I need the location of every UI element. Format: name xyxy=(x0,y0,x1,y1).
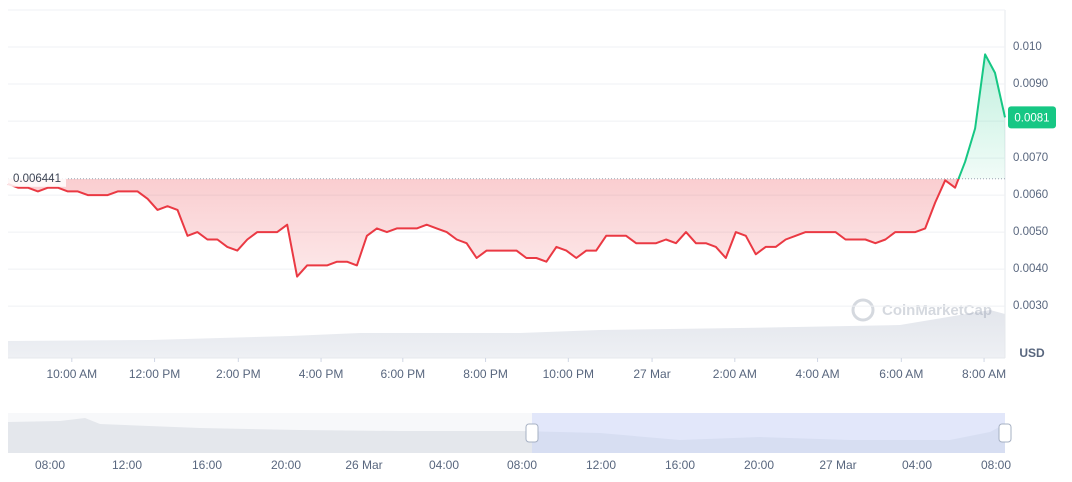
navigator-label: 27 Mar xyxy=(819,458,856,472)
navigator-handle[interactable] xyxy=(998,423,1012,443)
navigator-handle[interactable] xyxy=(525,423,539,443)
navigator-label: 16:00 xyxy=(665,458,695,472)
x-tick-label: 12:00 PM xyxy=(129,367,180,381)
navigator-label: 04:00 xyxy=(429,458,459,472)
navigator-label: 12:00 xyxy=(112,458,142,472)
navigator-area xyxy=(8,418,1005,453)
watermark: CoinMarketCap xyxy=(851,298,992,322)
navigator-label: 04:00 xyxy=(902,458,932,472)
y-tick-label: 0.0050 xyxy=(1013,226,1048,238)
navigator-selection[interactable] xyxy=(532,413,1005,453)
navigator-label: 20:00 xyxy=(744,458,774,472)
x-tick-label: 4:00 PM xyxy=(299,367,344,381)
x-tick-label: 10:00 PM xyxy=(543,367,594,381)
y-tick-label: 0.0030 xyxy=(1013,300,1048,312)
navigator-label: 08:00 xyxy=(35,458,65,472)
last-price-label: 0.0081 xyxy=(1014,112,1049,124)
navigator-label: 08:00 xyxy=(507,458,537,472)
volume-area xyxy=(8,310,1005,358)
navigator-label: 08:00 xyxy=(981,458,1011,472)
navigator-label: 16:00 xyxy=(192,458,222,472)
baseline-label-bg xyxy=(8,170,66,187)
navigator-label: 20:00 xyxy=(271,458,301,472)
y-tick-label: 0.0060 xyxy=(1013,189,1048,201)
x-tick-label: 6:00 AM xyxy=(879,367,923,381)
price-line xyxy=(7,53,1006,278)
baseline-label: 0.006441 xyxy=(13,173,61,185)
x-tick-label: 2:00 AM xyxy=(713,367,757,381)
last-price-tag xyxy=(1008,106,1056,129)
x-tick-label: 6:00 PM xyxy=(380,367,425,381)
x-tick-label: 2:00 PM xyxy=(216,367,261,381)
x-tick-label: 8:00 AM xyxy=(962,367,1006,381)
y-tick-label: 0.0040 xyxy=(1013,263,1048,275)
y-tick-label: 0.0070 xyxy=(1013,152,1048,164)
y-tick-label: 0.010 xyxy=(1013,41,1042,53)
y-tick-label: 0.0090 xyxy=(1013,78,1048,90)
navigator-label: 12:00 xyxy=(586,458,616,472)
navigator-label: 26 Mar xyxy=(345,458,382,472)
x-tick-label: 8:00 PM xyxy=(463,367,508,381)
price-area xyxy=(8,54,1005,277)
x-tick-label: 4:00 AM xyxy=(796,367,840,381)
x-tick-label: 27 Mar xyxy=(633,367,670,381)
x-tick-label: 10:00 AM xyxy=(46,367,97,381)
currency-label: USD xyxy=(1019,346,1045,360)
watermark-text: CoinMarketCap xyxy=(882,302,992,319)
